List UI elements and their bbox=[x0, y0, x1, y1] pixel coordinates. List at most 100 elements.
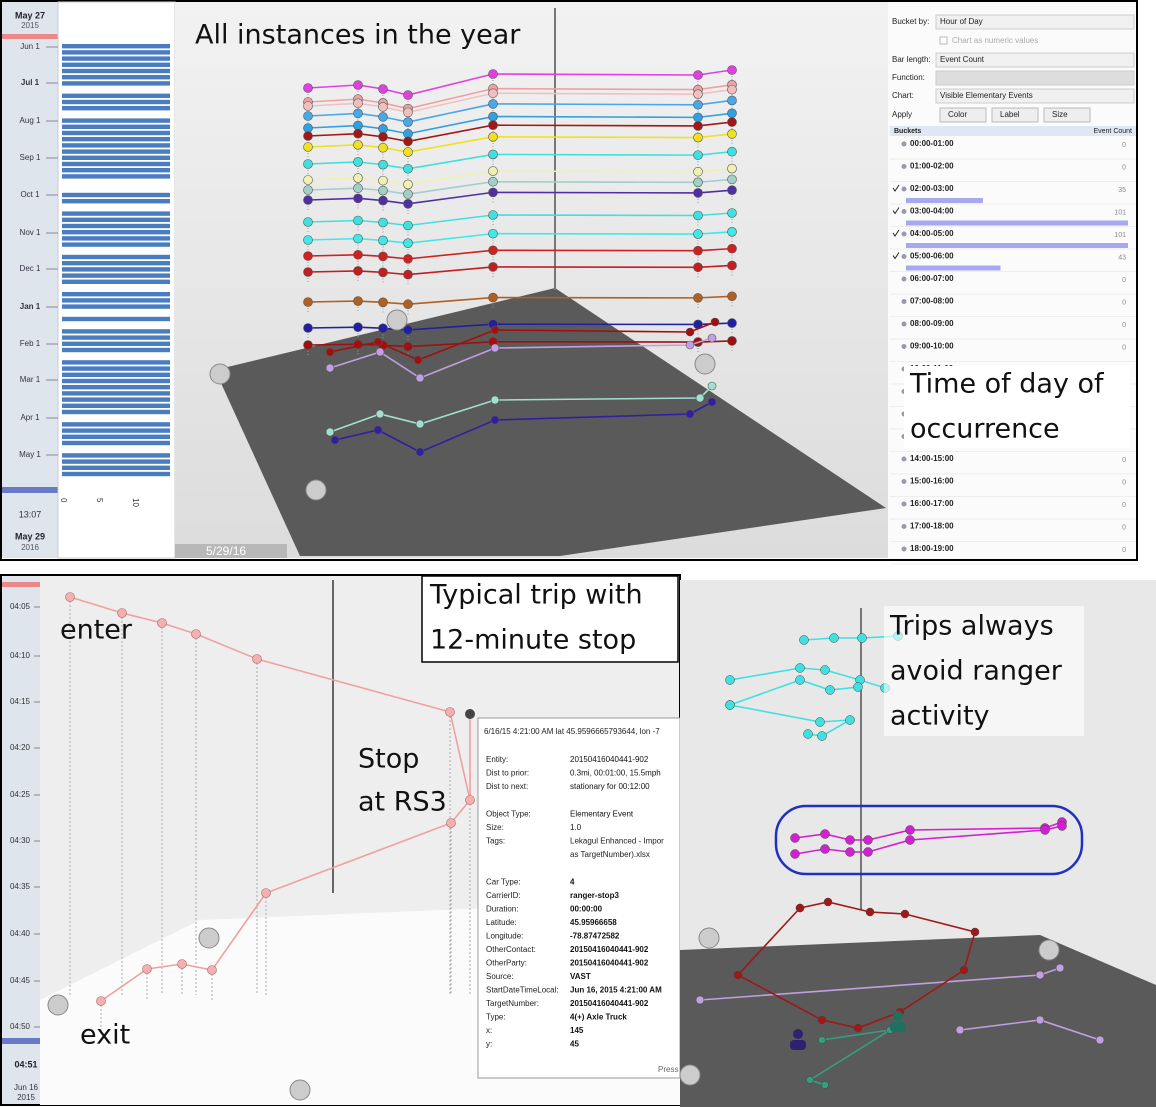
timeline-start-bar bbox=[2, 34, 58, 39]
apply-button[interactable] bbox=[991, 107, 1039, 123]
trace-point bbox=[727, 129, 737, 139]
bucket-check bbox=[892, 229, 900, 237]
histogram-bar bbox=[62, 372, 170, 377]
histogram-bar bbox=[62, 118, 170, 123]
dropdown bbox=[935, 52, 1135, 68]
bucket-count: 0 bbox=[1122, 142, 1126, 149]
trace-point bbox=[403, 325, 413, 335]
trace-point bbox=[1095, 1035, 1105, 1045]
trace-point bbox=[863, 847, 873, 857]
trace-point bbox=[303, 175, 313, 185]
histogram-bar bbox=[62, 335, 170, 340]
trace-point bbox=[303, 123, 313, 133]
histogram-bar bbox=[62, 230, 170, 235]
field-value: Visible Elementary Events bbox=[940, 91, 1033, 100]
strip-start-bar bbox=[2, 582, 40, 587]
bucket-dot bbox=[901, 276, 907, 282]
trace-point bbox=[403, 117, 413, 127]
timeline-end-bar bbox=[2, 487, 58, 493]
list-header-label: Buckets bbox=[894, 128, 921, 135]
histogram-bar bbox=[62, 161, 170, 167]
timeline-month: Dec 1 bbox=[20, 264, 41, 273]
trace-point bbox=[191, 629, 201, 639]
trace-point bbox=[815, 717, 825, 727]
trace-point bbox=[853, 1023, 863, 1033]
trace-point bbox=[303, 267, 313, 277]
trace-point bbox=[845, 835, 855, 845]
histogram-bar bbox=[62, 366, 170, 371]
field-label: Function: bbox=[892, 73, 925, 82]
bucket-dot bbox=[901, 299, 907, 304]
trace-point bbox=[727, 208, 737, 218]
trace-point bbox=[727, 260, 737, 271]
bucket-dot bbox=[901, 164, 907, 169]
trace bbox=[803, 635, 899, 641]
histogram-bar bbox=[62, 199, 170, 204]
trace-point bbox=[795, 675, 805, 685]
trace-point bbox=[353, 215, 363, 226]
bucket-label: 15:00-16:00 bbox=[910, 477, 954, 486]
trace-point bbox=[695, 393, 705, 403]
timeline bbox=[2, 2, 58, 558]
bucket-count: 0 bbox=[1122, 164, 1126, 171]
trace-point bbox=[806, 1076, 814, 1084]
trace-point bbox=[488, 176, 498, 187]
trace-point bbox=[488, 111, 498, 122]
histogram-bar bbox=[62, 50, 170, 55]
axis-label: 04:45 bbox=[10, 976, 31, 985]
bucket-label: 00:00-01:00 bbox=[910, 139, 954, 148]
annotation: occurrence bbox=[910, 414, 1060, 445]
axis-label: 04:40 bbox=[10, 929, 31, 938]
nav-button bbox=[305, 479, 327, 501]
trace-point bbox=[415, 373, 425, 383]
annotation-bg bbox=[884, 606, 1084, 736]
field-value: Hour of Day bbox=[940, 17, 983, 26]
trace-point bbox=[817, 1015, 827, 1025]
bucket-label: 05:00-06:00 bbox=[910, 252, 954, 261]
bucket-count: 0 bbox=[1122, 457, 1126, 464]
histogram-bar bbox=[62, 44, 170, 49]
view-tab bbox=[175, 544, 287, 558]
trace-point bbox=[727, 174, 737, 185]
bucket-label: 01:00-02:00 bbox=[910, 162, 954, 171]
trace-point bbox=[353, 108, 363, 119]
trace-point bbox=[727, 84, 737, 95]
trace-point bbox=[378, 131, 388, 142]
dropdown bbox=[935, 70, 1135, 86]
timeline-month: Jul 1 bbox=[21, 78, 40, 87]
annotation-bg bbox=[421, 575, 679, 663]
dropdown bbox=[935, 88, 1135, 104]
trace-point bbox=[488, 228, 498, 239]
annotation: activity bbox=[890, 701, 990, 732]
trace-point bbox=[446, 818, 456, 828]
bucket-count: 43 bbox=[1118, 254, 1126, 261]
trace-point bbox=[303, 185, 313, 195]
bucket-count: 101 bbox=[1114, 232, 1126, 239]
bucket-bar bbox=[906, 198, 983, 203]
trace-point bbox=[303, 142, 313, 152]
apply-button[interactable] bbox=[939, 107, 987, 123]
trace-point bbox=[488, 132, 498, 142]
trace-point bbox=[378, 159, 388, 170]
popup-field-value: 20150416040441-902 bbox=[570, 945, 649, 954]
trace-point bbox=[900, 909, 910, 919]
trace-point bbox=[373, 337, 383, 347]
popup-field-label: Source: bbox=[486, 972, 514, 981]
timeline-month: Jan 1 bbox=[20, 302, 41, 311]
trace-point bbox=[378, 267, 388, 278]
list-header bbox=[890, 126, 1136, 136]
trace-point bbox=[727, 227, 737, 237]
timeline-start: May 27 bbox=[15, 10, 45, 20]
trace-point bbox=[403, 189, 413, 199]
popup-field-label: Tags: bbox=[486, 837, 505, 846]
histogram-bar bbox=[62, 93, 170, 98]
trace-point bbox=[799, 635, 809, 645]
trace-point bbox=[403, 220, 413, 231]
bucket-label: 18:00-19:00 bbox=[910, 544, 954, 553]
apply-button[interactable] bbox=[1043, 107, 1091, 123]
list-header-label: Event Count bbox=[1093, 128, 1132, 135]
histogram-bar bbox=[62, 236, 170, 241]
trace-point bbox=[707, 381, 717, 391]
trace-point bbox=[685, 327, 695, 337]
trace-point bbox=[330, 435, 340, 445]
